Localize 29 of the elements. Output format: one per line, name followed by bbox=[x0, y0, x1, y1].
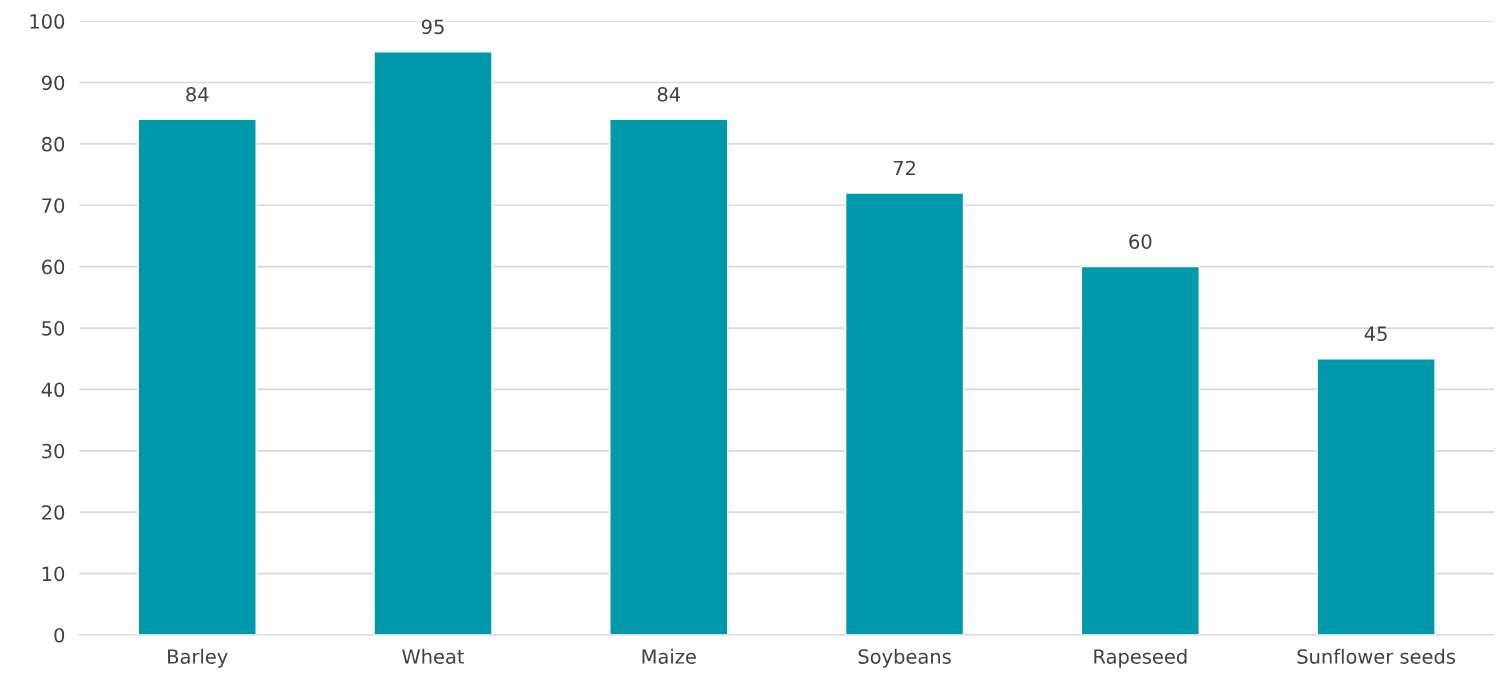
y-tick-label: 60 bbox=[42, 259, 65, 275]
y-tick-label: 70 bbox=[42, 198, 65, 213]
bar bbox=[844, 192, 965, 635]
data-label: 60 bbox=[1129, 234, 1152, 250]
x-tick-label: Rapeseed bbox=[1094, 648, 1187, 668]
y-tick-label: 0 bbox=[54, 627, 65, 643]
x-tick-label: Maize bbox=[642, 648, 696, 664]
y-tick-label: 10 bbox=[42, 566, 65, 582]
y-tick-label: 20 bbox=[42, 505, 65, 520]
x-tick-label: Wheat bbox=[402, 648, 465, 664]
data-label: 84 bbox=[657, 86, 681, 102]
y-tick-label: 100 bbox=[30, 14, 65, 29]
bar bbox=[373, 51, 493, 635]
x-tick-label: Sunflower seeds bbox=[1297, 648, 1456, 664]
y-tick-label: 90 bbox=[41, 75, 65, 91]
bar bbox=[137, 118, 257, 635]
data-label: 95 bbox=[421, 19, 444, 35]
y-tick-label: 30 bbox=[42, 443, 65, 459]
data-label: 84 bbox=[186, 86, 209, 102]
x-tick-label: Soybeans bbox=[858, 648, 951, 668]
y-tick-label: 40 bbox=[41, 382, 65, 398]
y-tick-label: 80 bbox=[42, 136, 65, 152]
bar bbox=[1316, 358, 1436, 635]
data-label: 72 bbox=[893, 160, 915, 176]
bar bbox=[609, 118, 729, 635]
data-label: 45 bbox=[1364, 326, 1387, 342]
x-tick-label: Barley bbox=[168, 648, 228, 668]
y-tick-label: 50 bbox=[42, 321, 65, 336]
bar bbox=[1080, 265, 1200, 635]
